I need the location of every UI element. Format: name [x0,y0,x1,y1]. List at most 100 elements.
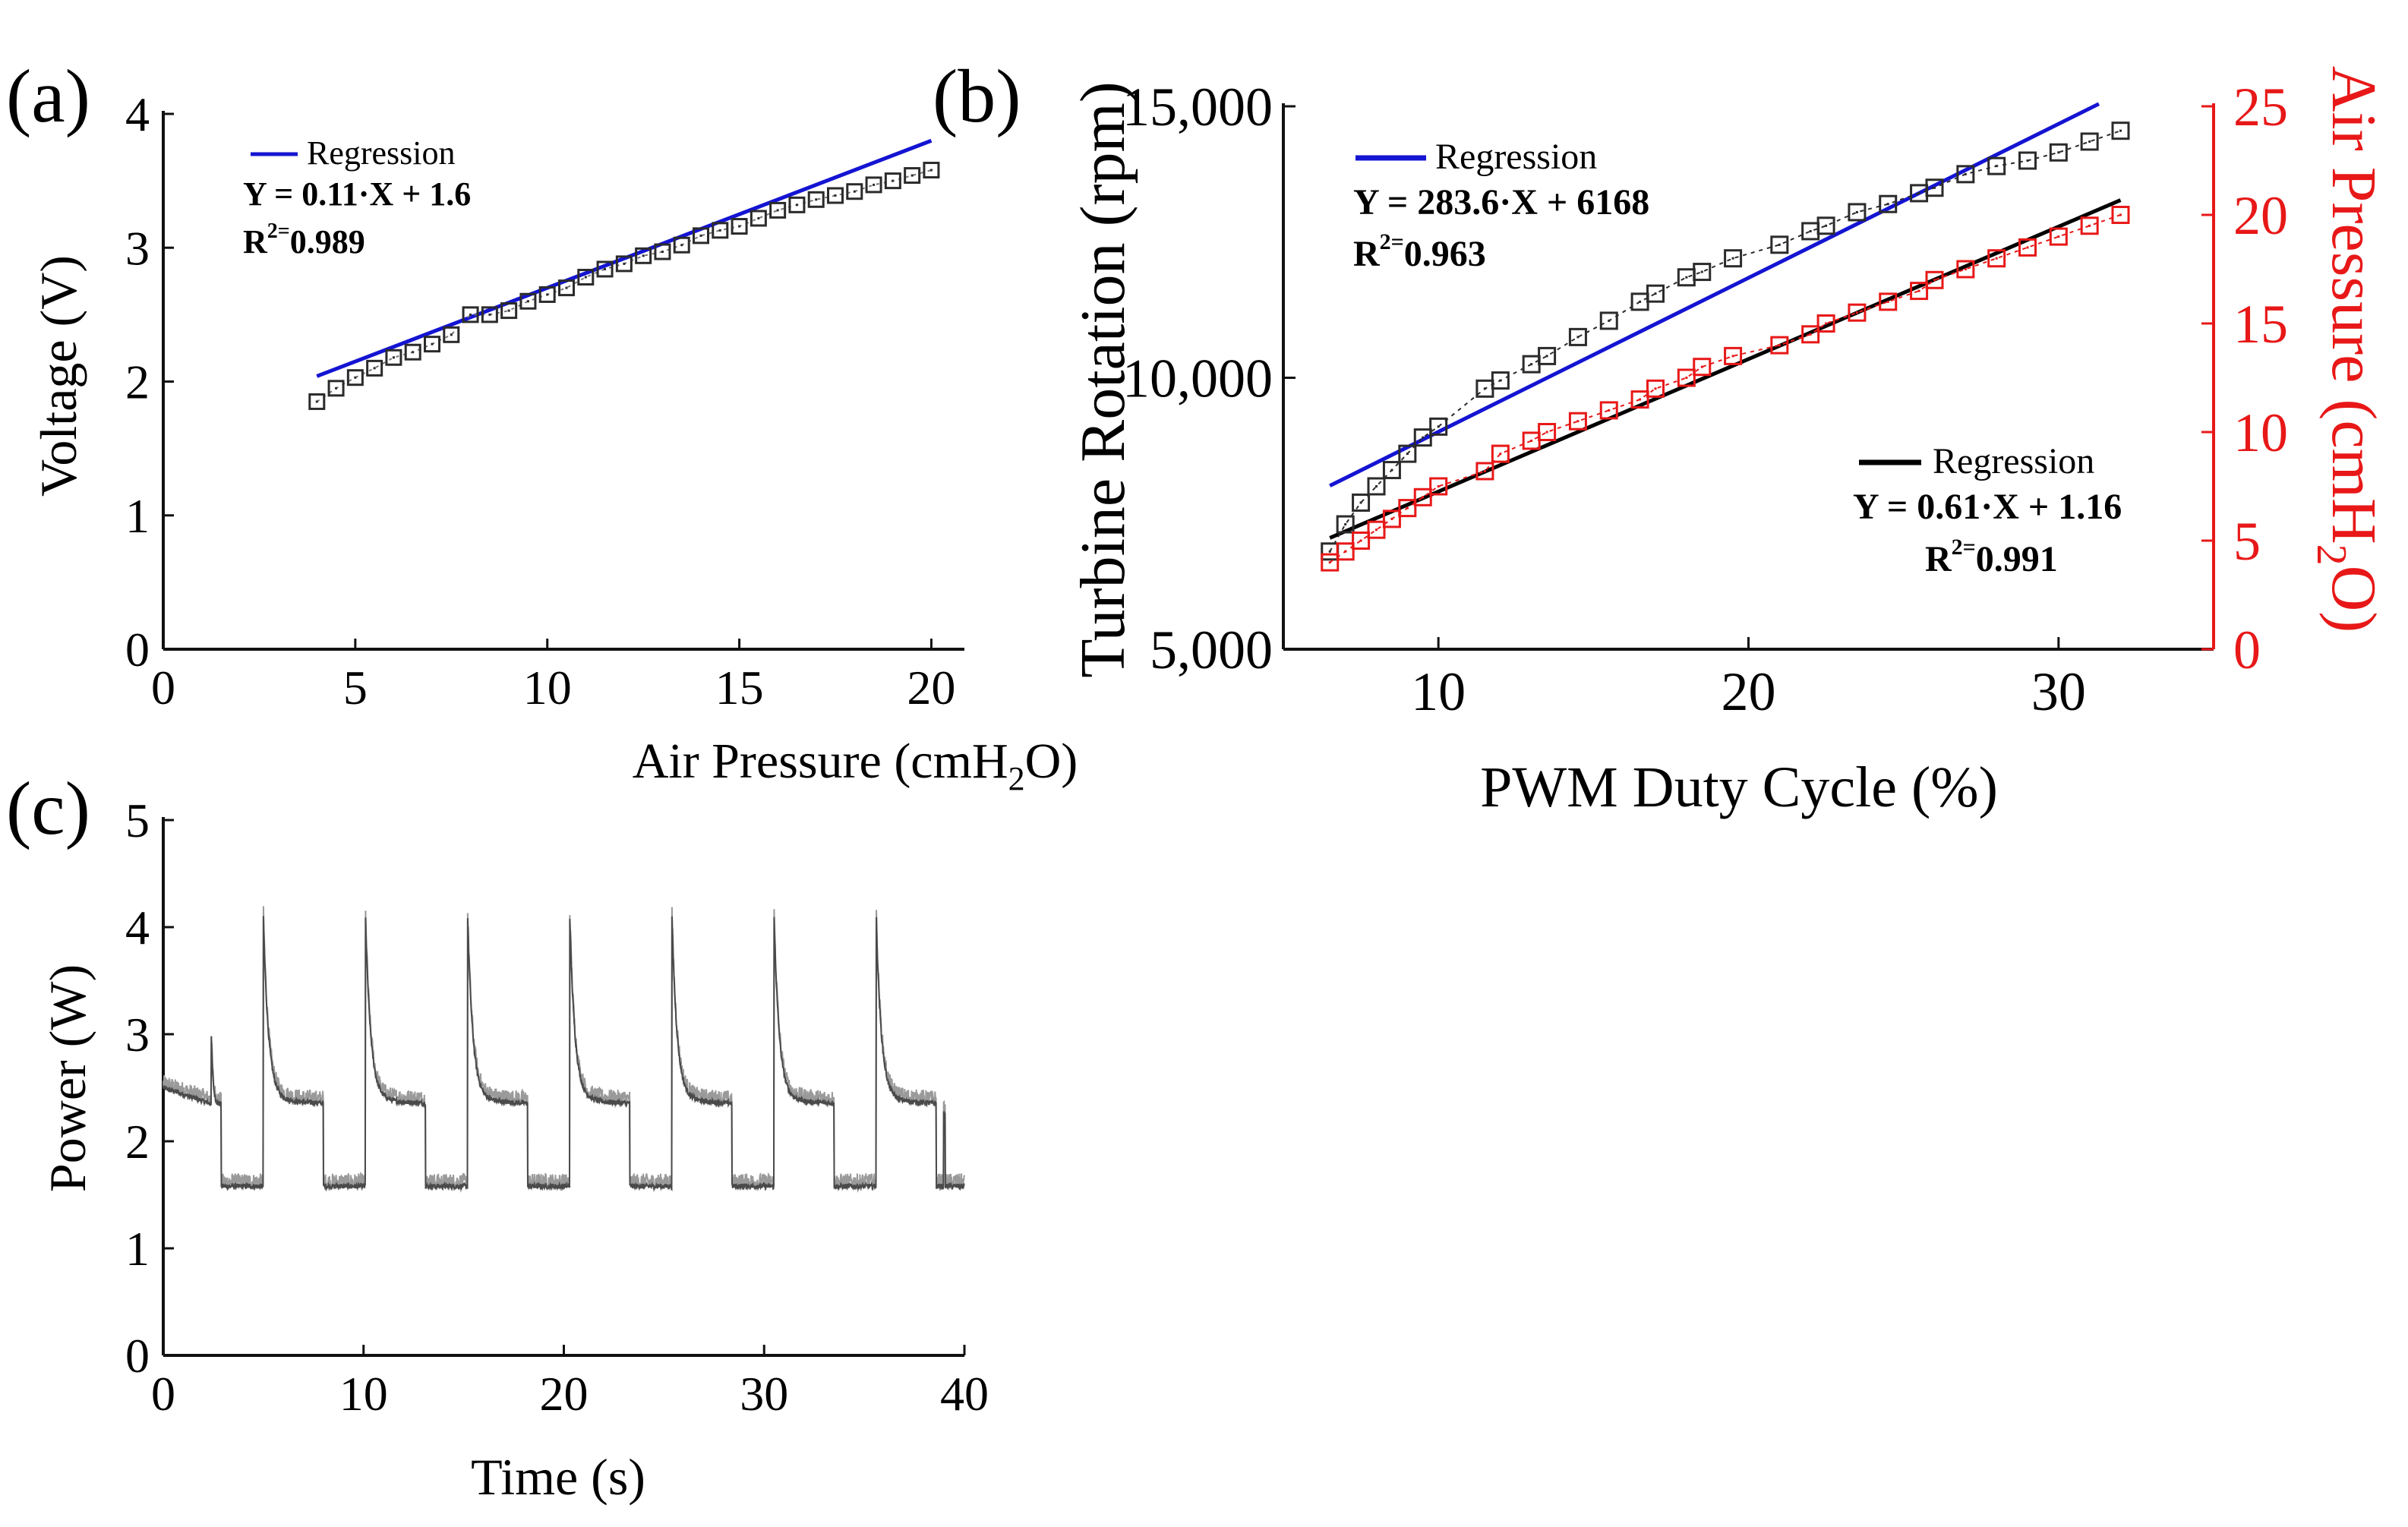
panel-b-data-point-rotation [1925,178,1944,197]
panel-b-legend-rotation: Regression Y = 283.6·X + 6168 R2=0.963 [1353,137,1649,274]
panel-b-data-point-rotation [1646,284,1665,303]
panel-b-data-point-pressure [2080,216,2099,235]
panel-b-data-point-rotation [1336,515,1355,534]
panel-b-data-point-rotation-center [1855,210,1858,213]
panel-b-data-point-pressure-center [1530,439,1533,442]
panel-a-data-point [443,326,460,343]
panel-c-x-tick-label: 30 [740,1367,788,1421]
panel-b-data-point-pressure-center [2026,246,2029,249]
panel-b-r-squared-black: R2=0.991 [1925,535,2058,579]
panel-c-tick-labels: 0 10 20 30 40 0 1 2 3 4 5 [125,793,989,1421]
panel-a-data-point-center [718,229,721,232]
panel-b-data-point-rotation-center [1545,355,1548,358]
panel-a-data-point [654,243,671,260]
panel-b-left-y-axis-label: Turbine Rotation (rpm) [1068,81,1138,678]
panel-a-data-point [788,196,806,213]
panel-b-data-point-pressure [2111,206,2130,224]
panel-b-data-point-pressure-center [1964,268,1967,270]
panel-b-data-point-pressure [1848,303,1867,322]
panel-c-y-tick-label: 2 [125,1115,150,1169]
panel-a-voltage-chart: (a) 0 5 10 15 20 0 1 2 3 4 Air Pressure (cmH2O) V… [6,54,1078,797]
panel-b-data-point-pressure-center [2119,213,2122,216]
panel-a-x-tick-label: 0 [151,661,175,715]
panel-b-legend-label-black: Regression [1933,441,2094,481]
panel-a-data-point [693,227,709,245]
panel-b-data-point-pressure [1429,477,1448,496]
panel-b-data-point-rotation [2049,143,2068,162]
panel-b-axes [1282,103,2215,651]
panel-b-data-point-pressure [1336,542,1355,561]
panel-b-data-point-pressure-center [1499,453,1502,456]
panel-b-data-point-pressure-center [1685,377,1688,379]
panel-b-data-point-pressure-center [1917,289,1920,292]
panel-b-data-point-rotation [2018,151,2037,170]
panel-b-right-y-tick-label: 20 [2233,185,2288,246]
panel-a-data-point-center [412,351,415,354]
panel-a-legend: Regression Y = 0.11·X + 1.6 R2=0.989 [243,134,471,260]
panel-b-tick-labels: 10 20 30 5,000 10,000 15,000 0 5 10 15 20 25 [1122,77,2288,722]
panel-b-legend-label-blue: Regression [1435,137,1597,177]
panel-a-y-tick-label: 1 [125,489,150,543]
panel-b-data-point-pressure-center [1483,469,1486,472]
panel-a-data-point [519,292,537,310]
panel-c-y-tick-label: 5 [125,793,150,847]
panel-b-equation-blue: Y = 283.6·X + 6168 [1353,182,1649,222]
panel-a-data-point-center [488,313,491,316]
panel-a-data-point-center [929,169,933,172]
panel-b-data-point-rotation [1848,203,1867,222]
panel-a-data-point-center [623,262,626,265]
panel-c-power-trace [163,906,965,1194]
panel-a-y-axis-label: Voltage (V) [30,255,87,497]
panel-b-data-point-pressure-center [1359,539,1362,542]
panel-a-data-point [923,162,940,179]
panel-a-data-point [846,183,863,200]
panel-b-data-point-pressure [1413,487,1432,506]
panel-a-data-point [865,176,882,194]
panel-b-data-point-rotation-center [1359,501,1362,504]
panel-b-data-point-rotation-center [2088,140,2091,143]
panel-a-data-point-center [661,251,664,254]
panel-b-data-point-pressure [1398,499,1417,518]
panel-b-data-point-rotation-center [2026,159,2029,162]
panel-b-data-point-rotation-center [1964,172,1967,175]
panel-a-data-point-center [873,183,876,186]
panel-b-x-axis-label: PWM Duty Cycle (%) [1480,756,1998,819]
panel-b-data-point-pressure [1568,412,1587,431]
panel-b-regression-path-0 [1329,102,2100,487]
panel-c-power-chart: (c) 0 10 20 30 40 0 1 2 3 4 5 Time (s) Power (W) [6,766,989,1506]
panel-b-data-point-pressure [1475,462,1494,481]
panel-a-data-point-center [834,194,837,197]
panel-a-data-point [558,279,575,297]
panel-b-data-point-rotation [1491,371,1510,390]
panel-b-data-point-rotation [1816,216,1835,235]
panel-a-equation: Y = 0.11·X + 1.6 [243,175,471,213]
panel-b-r-squared-blue: R2=0.963 [1353,229,1486,274]
panel-b-data-point-pressure [1599,401,1618,420]
panel-a-data-point-center [910,174,914,177]
panel-b-legend-pressure: Regression Y = 0.61·X + 1.16 R2=0.991 [1853,441,2122,579]
panel-a-data-point [346,369,364,386]
panel-c-noise-envelope [163,906,965,1194]
panel-b-data-point-pressure [1321,553,1340,572]
panel-a-data-point [577,269,595,286]
panel-a-data-point [404,343,421,361]
panel-b-label: (b) [933,54,1021,138]
panel-a-data-point [769,201,787,219]
panel-b-data-point-pressure-center [1700,365,1703,368]
panel-b-data-point-rotation [1367,477,1386,496]
panel-b-data-point-rotation-center [2119,129,2122,132]
panel-a-data-point-center [315,400,318,403]
panel-b-data-point-pressure [1646,379,1665,398]
panel-b-data-point-pressure-center [1933,279,1936,282]
panel-a-data-point-center [354,376,357,379]
panel-b-data-point-rotation [1398,444,1417,463]
panel-b-data-point-rotation-center [1731,257,1734,260]
panel-a-x-tick-label: 20 [907,661,955,715]
panel-a-data-point [750,210,767,227]
panel-a-r-squared: R2=0.989 [243,219,365,260]
panel-a-y-tick-label: 4 [125,87,150,141]
panel-a-data-point-center [392,356,395,359]
panel-c-axes [162,817,966,1357]
panel-b-data-point-pressure [1693,358,1712,377]
panel-a-data-point-center [335,386,338,390]
